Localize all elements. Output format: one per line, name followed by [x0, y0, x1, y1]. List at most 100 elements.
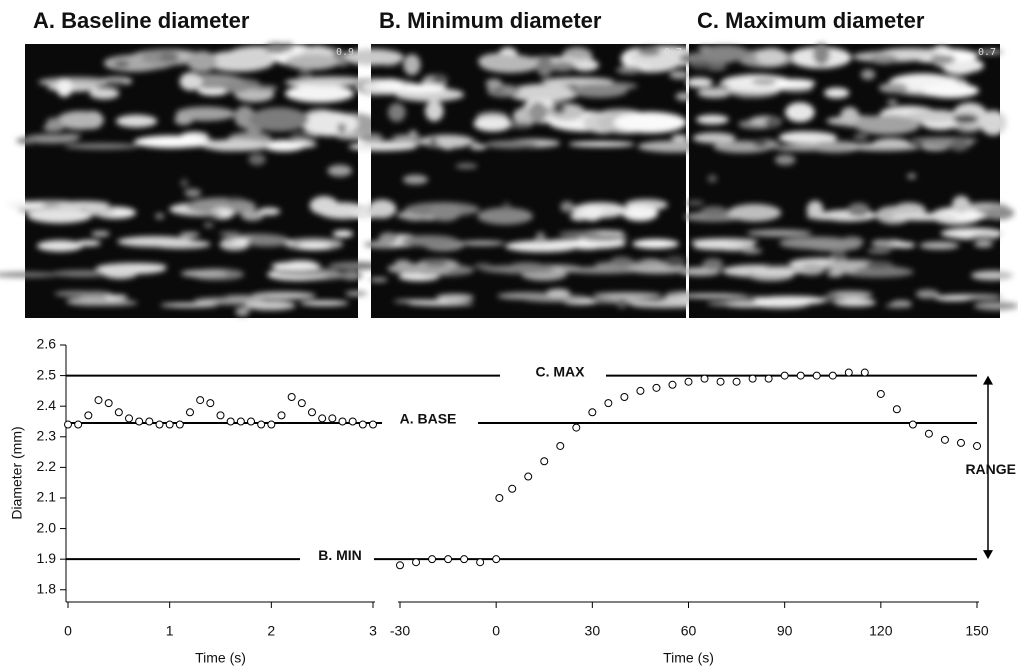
- data-point: [924, 429, 933, 438]
- speckle-blob: [244, 300, 296, 311]
- speckle-blob: [823, 293, 839, 303]
- speckle-blob: [765, 116, 782, 128]
- speckle-blob: [895, 242, 916, 248]
- speckle-blob: [36, 240, 83, 252]
- speckle-blob: [394, 259, 411, 266]
- speckle-blob: [408, 130, 418, 136]
- speckle-blob: [702, 258, 724, 271]
- speckle-blob: [64, 143, 139, 150]
- data-point: [700, 374, 709, 383]
- speckle-blob: [755, 47, 787, 66]
- data-point: [125, 414, 133, 423]
- speckle-blob: [402, 174, 429, 185]
- speckle-blob: [541, 77, 614, 86]
- speckle-blob: [248, 153, 266, 166]
- x-tick-label: 90: [777, 623, 793, 639]
- y-tick-label: 1.8: [37, 580, 57, 596]
- speckle-blob: [546, 288, 571, 298]
- data-point: [588, 408, 597, 417]
- speckle-blob: [102, 267, 138, 279]
- data-point: [338, 417, 347, 426]
- speckle-blob: [753, 139, 768, 148]
- speckle-blob: [664, 255, 687, 268]
- speckle-blob: [240, 209, 264, 221]
- x-axis-label: Time (s): [663, 650, 714, 666]
- speckle-blob: [697, 87, 732, 99]
- speckle-blob: [700, 206, 728, 218]
- speckle-blob: [568, 141, 635, 147]
- speckle-blob: [505, 240, 580, 253]
- data-point: [973, 441, 981, 450]
- speckle-blob: [890, 213, 958, 221]
- data-point: [620, 393, 629, 402]
- data-point: [812, 371, 821, 380]
- speckle-blob: [75, 240, 101, 246]
- data-point: [956, 438, 965, 447]
- speckle-blob: [285, 54, 340, 70]
- data-point: [155, 420, 164, 429]
- data-point: [844, 368, 853, 377]
- speckle-blob: [155, 212, 165, 220]
- speckle-blob: [592, 292, 663, 299]
- speckle-blob: [252, 85, 279, 91]
- x-tick-label: 0: [64, 623, 72, 639]
- data-point: [358, 420, 367, 429]
- speckle-blob: [336, 61, 349, 67]
- speckle-blob: [342, 49, 404, 66]
- speckle-blob: [201, 139, 271, 151]
- speckle-blob: [393, 299, 448, 304]
- speckle-blob: [675, 92, 693, 101]
- speckle-blob: [428, 202, 462, 222]
- speckle-blob: [854, 115, 921, 135]
- speckle-blob: [558, 231, 603, 237]
- speckle-blob: [915, 289, 940, 299]
- speckle-blob: [508, 83, 579, 103]
- speckle-blob: [529, 101, 547, 124]
- speckle-blob: [785, 102, 815, 123]
- speckle-blob: [203, 222, 214, 228]
- speckle-blob: [113, 60, 130, 68]
- speckle-blob: [0, 272, 60, 278]
- speckle-blob: [16, 137, 38, 145]
- speckle-blob: [160, 302, 218, 308]
- image-title: A. Baseline diameter: [33, 8, 250, 33]
- speckle-blob: [115, 114, 158, 128]
- data-point: [175, 420, 184, 429]
- speckle-blob: [27, 208, 92, 224]
- data-point: [226, 417, 235, 426]
- speckle-blob: [360, 140, 433, 146]
- y-tick-label: 2.4: [37, 397, 57, 413]
- speckle-blob: [847, 202, 870, 218]
- speckle-blob: [536, 55, 554, 77]
- speckle-blob: [47, 82, 99, 92]
- speckle-blob: [5, 201, 46, 209]
- speckle-blob: [977, 49, 1004, 55]
- data-point: [328, 414, 337, 423]
- x-axis-label: Time (s): [195, 650, 246, 666]
- speckle-blob: [469, 144, 487, 150]
- data-point: [412, 558, 421, 567]
- y-tick-label: 2.1: [37, 489, 57, 505]
- speckle-blob: [692, 132, 736, 144]
- speckle-blob: [637, 46, 661, 56]
- speckle-blob: [327, 164, 353, 177]
- speckle-blob: [337, 123, 346, 133]
- data-point: [668, 380, 677, 389]
- speckle-blob: [840, 106, 859, 124]
- speckle-blob: [907, 109, 960, 123]
- data-point: [308, 408, 316, 417]
- reference-label: C. MAX: [536, 363, 586, 379]
- speckle-blob: [332, 230, 354, 238]
- data-point: [277, 411, 286, 420]
- data-point: [460, 555, 469, 564]
- speckle-blob: [391, 134, 423, 140]
- speckle-blob: [424, 259, 448, 267]
- x-tick-label: 0: [492, 623, 500, 639]
- speckle-blob: [770, 78, 816, 88]
- speckle-blob: [717, 83, 729, 90]
- speckle-blob: [831, 249, 847, 261]
- speckle-blob: [117, 236, 192, 248]
- speckle-blob: [824, 87, 850, 99]
- data-point: [396, 561, 404, 570]
- x-tick-label: 3: [369, 623, 377, 639]
